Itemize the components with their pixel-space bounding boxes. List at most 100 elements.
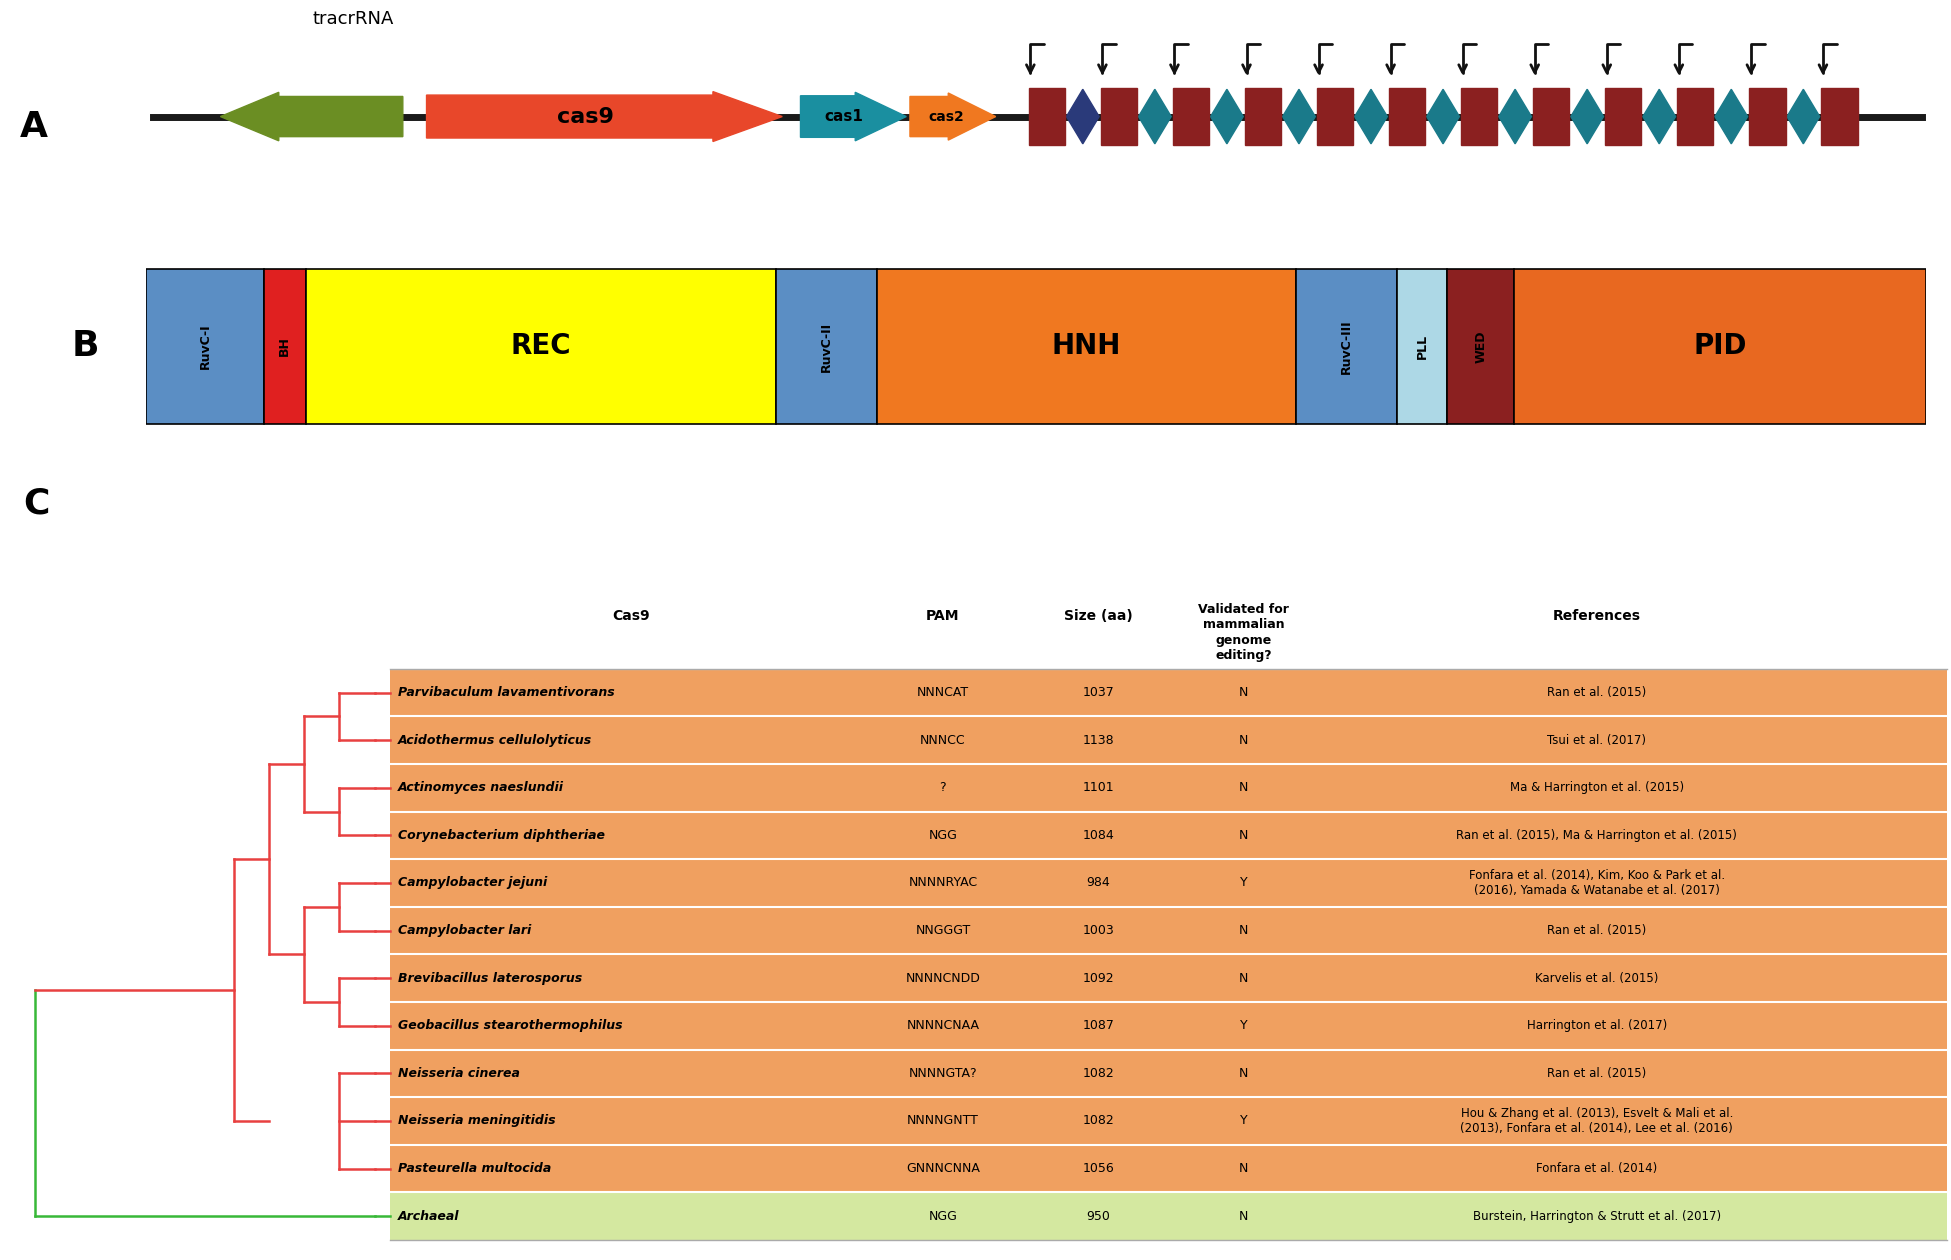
Text: Ran et al. (2015): Ran et al. (2015) bbox=[1547, 1067, 1647, 1080]
Bar bbox=[1245, 88, 1282, 145]
Polygon shape bbox=[1210, 89, 1243, 144]
Text: 1101: 1101 bbox=[1083, 781, 1114, 794]
Text: Y: Y bbox=[1239, 877, 1247, 890]
Text: N: N bbox=[1239, 1162, 1249, 1176]
Text: Validated for
mammalian
genome
editing?: Validated for mammalian genome editing? bbox=[1198, 602, 1290, 662]
Text: 1082: 1082 bbox=[1083, 1067, 1114, 1080]
Bar bbox=[1173, 88, 1210, 145]
Text: Tsui et al. (2017): Tsui et al. (2017) bbox=[1547, 733, 1647, 747]
FancyBboxPatch shape bbox=[390, 1192, 1947, 1240]
Text: Brevibacillus laterosporus: Brevibacillus laterosporus bbox=[398, 971, 581, 984]
Text: NGG: NGG bbox=[929, 1210, 958, 1222]
Text: NNNNGNTT: NNNNGNTT bbox=[907, 1115, 979, 1128]
FancyBboxPatch shape bbox=[1397, 268, 1448, 425]
Text: 1082: 1082 bbox=[1083, 1115, 1114, 1128]
Text: Campylobacter jejuni: Campylobacter jejuni bbox=[398, 877, 546, 890]
Text: Ran et al. (2015): Ran et al. (2015) bbox=[1547, 924, 1647, 937]
Text: N: N bbox=[1239, 1210, 1249, 1222]
FancyBboxPatch shape bbox=[390, 717, 1947, 764]
Text: HNH: HNH bbox=[1052, 333, 1122, 360]
FancyBboxPatch shape bbox=[390, 764, 1947, 811]
Text: GNNNCNNA: GNNNCNNA bbox=[905, 1162, 979, 1176]
Bar bbox=[1820, 88, 1857, 145]
Text: N: N bbox=[1239, 924, 1249, 937]
FancyBboxPatch shape bbox=[876, 268, 1295, 425]
Text: NNNNCNDD: NNNNCNDD bbox=[905, 971, 979, 984]
Text: N: N bbox=[1239, 733, 1249, 747]
Text: 984: 984 bbox=[1087, 877, 1110, 890]
FancyBboxPatch shape bbox=[1295, 268, 1397, 425]
Polygon shape bbox=[1354, 89, 1387, 144]
FancyBboxPatch shape bbox=[390, 1050, 1947, 1097]
Text: NNNNCNAA: NNNNCNAA bbox=[907, 1019, 979, 1032]
Text: N: N bbox=[1239, 1067, 1249, 1080]
Bar bbox=[1606, 88, 1641, 145]
FancyBboxPatch shape bbox=[1448, 268, 1514, 425]
Text: Actinomyces naeslundii: Actinomyces naeslundii bbox=[398, 781, 564, 794]
Bar bbox=[1678, 88, 1713, 145]
FancyBboxPatch shape bbox=[390, 811, 1947, 859]
Bar bbox=[1750, 88, 1785, 145]
Bar bbox=[1317, 88, 1354, 145]
Text: Neisseria cinerea: Neisseria cinerea bbox=[398, 1067, 519, 1080]
Text: PAM: PAM bbox=[927, 610, 960, 624]
Text: Hou & Zhang et al. (2013), Esvelt & Mali et al.
(2013), Fonfara et al. (2014), L: Hou & Zhang et al. (2013), Esvelt & Mali… bbox=[1461, 1106, 1732, 1135]
Text: PID: PID bbox=[1693, 333, 1746, 360]
FancyBboxPatch shape bbox=[263, 268, 306, 425]
Text: 1003: 1003 bbox=[1083, 924, 1114, 937]
Bar bbox=[1100, 88, 1137, 145]
FancyBboxPatch shape bbox=[306, 268, 776, 425]
FancyBboxPatch shape bbox=[390, 954, 1947, 1002]
Text: Geobacillus stearothermophilus: Geobacillus stearothermophilus bbox=[398, 1019, 622, 1032]
Text: NNNCAT: NNNCAT bbox=[917, 685, 970, 699]
Text: tracrRNA: tracrRNA bbox=[312, 10, 394, 28]
Text: Ma & Harrington et al. (2015): Ma & Harrington et al. (2015) bbox=[1510, 781, 1684, 794]
Text: Size (aa): Size (aa) bbox=[1063, 610, 1134, 624]
Text: cas9: cas9 bbox=[556, 107, 615, 126]
Text: Ran et al. (2015): Ran et al. (2015) bbox=[1547, 685, 1647, 699]
FancyArrow shape bbox=[909, 93, 995, 140]
Polygon shape bbox=[1787, 89, 1820, 144]
Text: WED: WED bbox=[1475, 330, 1487, 363]
Text: cas1: cas1 bbox=[825, 110, 864, 123]
Text: Corynebacterium diphtheriae: Corynebacterium diphtheriae bbox=[398, 829, 605, 842]
Text: RuvC-III: RuvC-III bbox=[1340, 319, 1354, 374]
Text: 1138: 1138 bbox=[1083, 733, 1114, 747]
Text: NNNNGTA?: NNNNGTA? bbox=[909, 1067, 977, 1080]
Text: N: N bbox=[1239, 781, 1249, 794]
Text: Y: Y bbox=[1239, 1115, 1247, 1128]
Text: 1084: 1084 bbox=[1083, 829, 1114, 842]
Text: NNGGGT: NNGGGT bbox=[915, 924, 970, 937]
Text: Fonfara et al. (2014), Kim, Koo & Park et al.
(2016), Yamada & Watanabe et al. (: Fonfara et al. (2014), Kim, Koo & Park e… bbox=[1469, 868, 1725, 897]
Text: NGG: NGG bbox=[929, 829, 958, 842]
FancyBboxPatch shape bbox=[390, 1145, 1947, 1192]
Polygon shape bbox=[1426, 89, 1459, 144]
Text: Pasteurella multocida: Pasteurella multocida bbox=[398, 1162, 552, 1176]
Polygon shape bbox=[1139, 89, 1171, 144]
Polygon shape bbox=[1715, 89, 1748, 144]
Text: Parvibaculum lavamentivorans: Parvibaculum lavamentivorans bbox=[398, 685, 615, 699]
FancyBboxPatch shape bbox=[146, 268, 263, 425]
Text: RuvC-II: RuvC-II bbox=[819, 321, 833, 372]
FancyArrow shape bbox=[427, 92, 782, 141]
Text: PLL: PLL bbox=[1416, 334, 1428, 359]
Text: Karvelis et al. (2015): Karvelis et al. (2015) bbox=[1535, 971, 1658, 984]
Text: Campylobacter lari: Campylobacter lari bbox=[398, 924, 531, 937]
Text: N: N bbox=[1239, 685, 1249, 699]
FancyArrow shape bbox=[800, 92, 907, 141]
Polygon shape bbox=[1282, 89, 1315, 144]
Text: 1092: 1092 bbox=[1083, 971, 1114, 984]
Bar bbox=[1533, 88, 1569, 145]
FancyBboxPatch shape bbox=[390, 1002, 1947, 1050]
FancyArrow shape bbox=[220, 92, 402, 141]
Text: B: B bbox=[72, 330, 100, 363]
Text: 1037: 1037 bbox=[1083, 685, 1114, 699]
FancyBboxPatch shape bbox=[1514, 268, 1926, 425]
Text: cas2: cas2 bbox=[929, 110, 964, 123]
FancyBboxPatch shape bbox=[390, 907, 1947, 954]
Text: C: C bbox=[23, 486, 51, 520]
Text: 950: 950 bbox=[1087, 1210, 1110, 1222]
Polygon shape bbox=[1571, 89, 1604, 144]
Text: Harrington et al. (2017): Harrington et al. (2017) bbox=[1528, 1019, 1666, 1032]
Text: N: N bbox=[1239, 971, 1249, 984]
